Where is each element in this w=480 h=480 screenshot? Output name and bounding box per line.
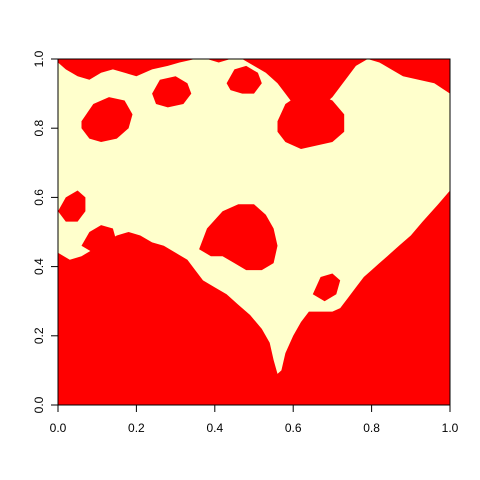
escape-island-7 xyxy=(81,225,117,253)
escape-island-3 xyxy=(277,93,345,149)
x-tick-label: 0.4 xyxy=(206,421,223,435)
escape-island-1 xyxy=(152,76,192,108)
y-tick-label: 1.0 xyxy=(32,50,46,67)
escape-island-layer xyxy=(58,65,450,302)
y-tick-label: 0.2 xyxy=(32,327,46,344)
y-tick-label: 0.4 xyxy=(32,258,46,275)
y-tick-label: 0.0 xyxy=(32,396,46,413)
y-axis: 0.0 0.2 0.4 0.6 0.8 1.0 xyxy=(32,50,59,413)
escape-island-5 xyxy=(58,190,86,222)
escape-island-0 xyxy=(81,97,133,142)
x-axis: 0.0 0.2 0.4 0.6 0.8 1.0 xyxy=(50,404,459,435)
x-tick-label: 0.0 xyxy=(50,421,67,435)
escape-island-4 xyxy=(199,204,278,271)
x-tick-label: 0.6 xyxy=(285,421,302,435)
y-tick-label: 0.6 xyxy=(32,189,46,206)
x-tick-label: 1.0 xyxy=(442,421,459,435)
y-tick-label: 0.8 xyxy=(32,120,46,137)
plot-area xyxy=(58,59,450,405)
escape-island-6 xyxy=(418,214,450,257)
x-tick-label: 0.2 xyxy=(128,421,145,435)
escape-island-2 xyxy=(226,65,262,94)
x-tick-label: 0.8 xyxy=(363,421,380,435)
escape-island-8 xyxy=(312,273,341,302)
